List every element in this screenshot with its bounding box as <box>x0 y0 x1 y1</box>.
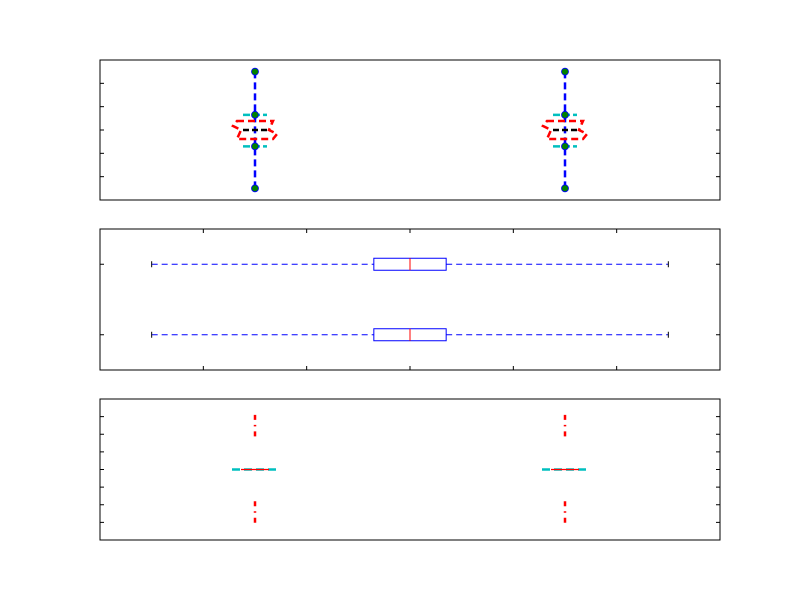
data-point <box>561 142 569 151</box>
top-boxplot-panel <box>99 59 721 201</box>
box <box>541 119 589 141</box>
data-point <box>561 110 569 119</box>
data-point <box>251 142 259 151</box>
data-point <box>251 67 259 76</box>
data-point <box>251 184 259 193</box>
box <box>231 119 279 141</box>
bottom-boxplot-panel <box>99 398 721 541</box>
middle-boxplot-panel <box>99 228 721 371</box>
data-point <box>251 110 259 119</box>
data-point <box>561 184 569 193</box>
data-point <box>561 67 569 76</box>
